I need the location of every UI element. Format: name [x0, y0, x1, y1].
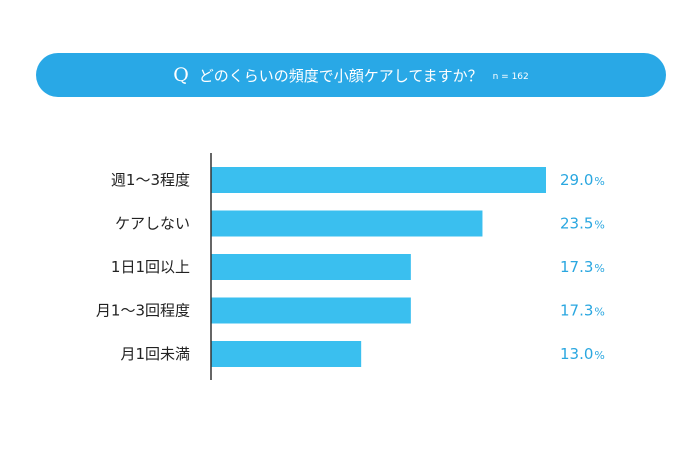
category-label-5: 月1回未満	[120, 345, 190, 363]
bar-1	[211, 167, 546, 193]
value-label-1: 29.0%	[560, 171, 605, 189]
question-mark: Q	[173, 64, 189, 86]
category-label-2: ケアしない	[115, 215, 190, 233]
value-label-3: 17.3%	[560, 258, 605, 276]
value-label-4: 17.3%	[560, 302, 605, 320]
value-unit-3: %	[594, 262, 604, 275]
question-title: どのくらいの頻度で小顔ケアしてますか？	[198, 66, 483, 85]
value-unit-1: %	[594, 175, 604, 188]
value-label-5: 13.0%	[560, 345, 605, 363]
value-unit-2: %	[594, 219, 604, 232]
bar-2	[211, 210, 483, 237]
bar-3	[211, 254, 411, 280]
sample-size: n = 162	[492, 72, 529, 82]
category-label-3: 1日1回以上	[111, 258, 190, 276]
bar-4	[211, 297, 411, 324]
category-label-4: 月1〜3回程度	[96, 302, 190, 320]
value-unit-4: %	[594, 306, 604, 319]
bar-5	[211, 341, 362, 367]
question-banner: Q どのくらいの頻度で小顔ケアしてますか？ n = 162	[36, 53, 666, 97]
value-unit-5: %	[594, 349, 604, 362]
category-label-1: 週1〜3程度	[111, 171, 190, 189]
value-label-2: 23.5%	[560, 215, 605, 233]
